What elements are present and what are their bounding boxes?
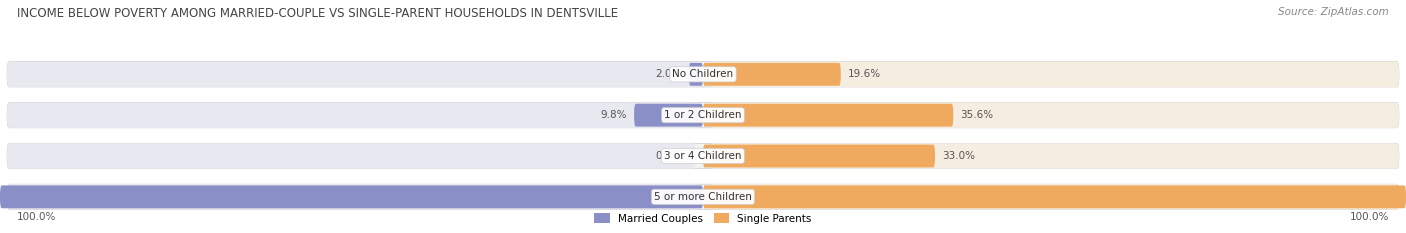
FancyBboxPatch shape bbox=[710, 143, 1399, 169]
Legend: Married Couples, Single Parents: Married Couples, Single Parents bbox=[591, 209, 815, 228]
Text: 19.6%: 19.6% bbox=[848, 69, 882, 79]
FancyBboxPatch shape bbox=[7, 62, 696, 87]
FancyBboxPatch shape bbox=[703, 104, 953, 127]
Text: 100.0%: 100.0% bbox=[17, 212, 56, 222]
FancyBboxPatch shape bbox=[7, 143, 1399, 169]
FancyBboxPatch shape bbox=[703, 144, 935, 168]
FancyBboxPatch shape bbox=[710, 62, 1399, 87]
Text: 100.0%: 100.0% bbox=[1350, 212, 1389, 222]
FancyBboxPatch shape bbox=[710, 184, 1399, 209]
FancyBboxPatch shape bbox=[7, 62, 1399, 87]
Text: 2.0%: 2.0% bbox=[655, 69, 682, 79]
Text: 35.6%: 35.6% bbox=[960, 110, 994, 120]
Text: No Children: No Children bbox=[672, 69, 734, 79]
Text: 5 or more Children: 5 or more Children bbox=[654, 192, 752, 202]
FancyBboxPatch shape bbox=[0, 185, 703, 208]
FancyBboxPatch shape bbox=[689, 63, 703, 86]
Text: 33.0%: 33.0% bbox=[942, 151, 974, 161]
FancyBboxPatch shape bbox=[7, 103, 696, 128]
FancyBboxPatch shape bbox=[7, 184, 696, 209]
Text: 0.0%: 0.0% bbox=[655, 151, 682, 161]
FancyBboxPatch shape bbox=[703, 63, 841, 86]
Text: 1 or 2 Children: 1 or 2 Children bbox=[664, 110, 742, 120]
Text: INCOME BELOW POVERTY AMONG MARRIED-COUPLE VS SINGLE-PARENT HOUSEHOLDS IN DENTSVI: INCOME BELOW POVERTY AMONG MARRIED-COUPL… bbox=[17, 7, 619, 20]
Text: 9.8%: 9.8% bbox=[600, 110, 627, 120]
Text: 3 or 4 Children: 3 or 4 Children bbox=[664, 151, 742, 161]
FancyBboxPatch shape bbox=[634, 104, 703, 127]
FancyBboxPatch shape bbox=[703, 185, 1406, 208]
FancyBboxPatch shape bbox=[7, 103, 1399, 128]
FancyBboxPatch shape bbox=[710, 103, 1399, 128]
Text: Source: ZipAtlas.com: Source: ZipAtlas.com bbox=[1278, 7, 1389, 17]
FancyBboxPatch shape bbox=[7, 143, 696, 169]
FancyBboxPatch shape bbox=[7, 184, 1399, 209]
